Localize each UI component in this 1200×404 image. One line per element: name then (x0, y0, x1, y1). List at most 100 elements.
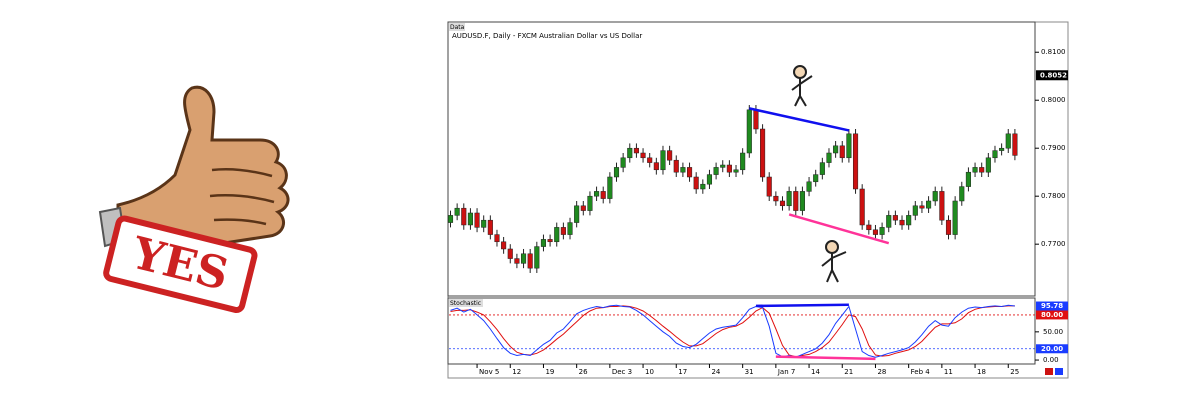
candle-body (859, 188, 865, 226)
candle-body (627, 147, 633, 159)
candle-body (999, 147, 1005, 151)
x-tick-label: 28 (877, 368, 886, 376)
candle-body (607, 176, 613, 199)
x-tick-label: Dec 3 (612, 368, 632, 376)
candle-body (527, 253, 533, 269)
y-tick-label: 50.00 (1043, 328, 1063, 336)
candle-body (713, 167, 719, 175)
stochastic-line (450, 304, 1015, 358)
candle-body (852, 133, 859, 190)
price-marker (1036, 70, 1068, 81)
candle-body (640, 152, 646, 159)
candle-body (520, 253, 527, 264)
candle-body (534, 246, 540, 269)
candle-body (912, 205, 918, 216)
y-tick-label: 0.8000 (1041, 96, 1066, 104)
candle-body (899, 219, 905, 226)
y-tick-label: 0.7700 (1041, 240, 1066, 248)
candle-body (806, 181, 812, 192)
candle-body (886, 215, 892, 228)
candle-body (467, 212, 473, 226)
candle-body (720, 164, 726, 168)
candle-body (507, 248, 513, 259)
stochastic-panel (447, 297, 1036, 365)
candle-body (892, 215, 898, 221)
panel-label: Stochastic (450, 300, 481, 307)
chart-frame (447, 21, 1069, 379)
trend-line (775, 355, 876, 361)
candle-body (972, 167, 978, 173)
candle-body (753, 109, 759, 130)
candle-body (926, 200, 932, 209)
x-tick-label: 24 (711, 368, 720, 376)
candle-body (992, 150, 998, 159)
candle-body (945, 219, 952, 235)
candle-body (474, 212, 480, 228)
candle-body (481, 219, 487, 228)
candle-body (939, 191, 945, 221)
level-box (1036, 310, 1068, 320)
candle-body (567, 222, 573, 235)
candle-body (740, 152, 746, 171)
x-tick-label: 10 (645, 368, 654, 376)
candle-body (819, 162, 825, 175)
candle-body (833, 145, 839, 154)
x-tick-label: 14 (811, 368, 820, 376)
candle-body (680, 167, 686, 173)
x-tick-label: 11 (944, 368, 953, 376)
candle-body (686, 167, 693, 178)
candle-body (979, 167, 985, 173)
candle-body (706, 174, 713, 185)
candle-body (879, 227, 885, 235)
candle-body (461, 207, 467, 226)
level-box (1036, 344, 1068, 354)
candle-body (540, 239, 547, 247)
candle-body (952, 200, 958, 235)
candle-body (613, 167, 620, 178)
candle-body (620, 157, 626, 168)
candle-body (587, 195, 593, 211)
candle-body (700, 183, 706, 190)
candle-body (846, 133, 852, 159)
candle-body (647, 157, 653, 163)
panel-label: Data (450, 24, 465, 31)
price-marker-label: 0.8052 (1040, 71, 1067, 79)
thumbs-up-illustration: YES (98, 85, 290, 314)
candle-body (726, 164, 732, 173)
candle-body (919, 205, 925, 209)
candle-body (866, 224, 872, 231)
trend-line (749, 107, 850, 132)
candle-body (959, 186, 965, 202)
candle-body (494, 234, 500, 243)
candle-body (872, 229, 879, 235)
corner-icon (1055, 368, 1063, 375)
candle-body (786, 191, 792, 207)
y-tick-label: 0.7900 (1041, 144, 1066, 152)
corner-icon (1045, 368, 1053, 375)
candle-body (600, 191, 606, 199)
x-tick-label: 19 (545, 368, 554, 376)
last-value-box (1036, 301, 1068, 311)
plot: 0.7700 0.7800 0.7900 0.8000 0.8100 0.8052 Nov … (447, 48, 1068, 376)
candle-body (447, 215, 454, 223)
y-tick-label: 0.8100 (1041, 48, 1066, 56)
candle-body (673, 159, 679, 173)
y-tick-label: 0.00 (1043, 356, 1059, 364)
x-tick-label: 12 (512, 368, 521, 376)
trend-line (788, 213, 890, 245)
figure-top (791, 65, 813, 107)
candle-body (574, 205, 580, 223)
x-tick-label: 26 (579, 368, 588, 376)
candle-body (773, 195, 779, 202)
candle-body (667, 150, 673, 161)
candle-body (733, 169, 739, 173)
candle-body (906, 215, 912, 226)
candle-body (580, 205, 586, 211)
candle-body (1012, 133, 1018, 156)
x-tick-label: 21 (844, 368, 853, 376)
x-tick-label: 17 (678, 368, 687, 376)
chart-title: AUDUSD.F, Daily - FXCM Australian Dollar… (452, 32, 642, 40)
candle-body (693, 176, 699, 190)
candle-body (965, 171, 971, 187)
